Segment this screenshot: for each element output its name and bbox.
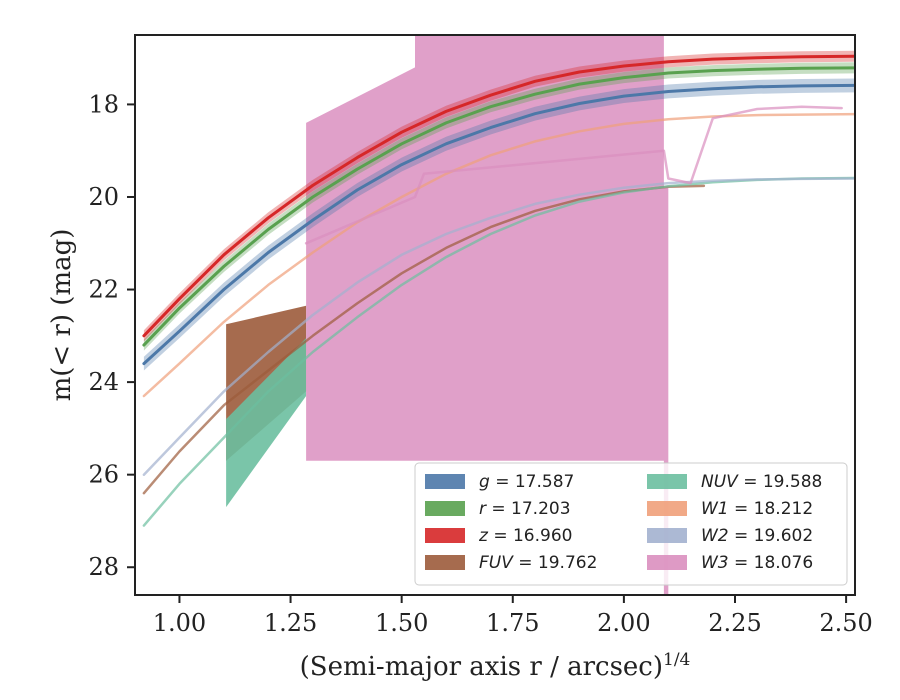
legend-swatch-g-17-587 [425,474,465,489]
legend-label-r-17-203: r = 17.203 [479,499,571,519]
series-line-w2-19-602 [142,177,855,476]
x-axis-label: (Semi-major axis r / arcsec)1/4 [300,650,691,682]
x-tick-label: 1.25 [264,609,317,637]
band-nuv-19-588 [226,338,307,508]
band-w3-18-076 [306,35,669,595]
y-tick-label: 22 [88,276,119,304]
legend-swatch-z-16-960 [425,528,465,543]
x-tick-label: 2.25 [708,609,761,637]
series-line-g-17-587 [142,83,855,366]
series-line-r-17-203 [142,66,855,347]
x-tick-label: 2.00 [597,609,650,637]
y-tick-label: 26 [88,461,119,489]
x-axis-label-text: (Semi-major axis r / arcsec) [300,652,663,682]
y-tick-label: 20 [88,183,119,211]
x-tick-label: 1.00 [153,609,206,637]
legend-box [414,462,848,586]
legend-label-nuv-19-588: NUV = 19.588 [701,472,822,492]
legend: g = 17.587 r = 17.203 z = 16.960 FUV = 19.7… [414,462,848,586]
legend-swatch-w1-18-212 [647,501,687,516]
series-line-z-16-960 [142,54,855,338]
series-line-w3-18-076 [304,105,843,245]
x-tick-label: 2.50 [819,609,872,637]
legend-swatch-w3-18-076 [647,555,687,570]
legend-label-w2-19-602: W2 = 19.602 [701,526,813,546]
x-tick-label: 1.50 [375,609,428,637]
y-axis-label: m(< r) (mag) [47,229,77,402]
y-tick-label: 18 [88,90,119,118]
plot-frame [134,34,856,596]
legend-label-w3-18-076: W3 = 18.076 [701,553,813,573]
x-tick-label: 1.75 [486,609,539,637]
legend-swatch-r-17-203 [425,501,465,516]
legend-swatch-fuv-19-762 [425,555,465,570]
x-axis-label-exponent: 1/4 [663,650,690,670]
legend-swatch-w2-19-602 [647,528,687,543]
y-tick-label: 24 [88,368,119,396]
legend-swatch-nuv-19-588 [647,474,687,489]
legend-label-g-17-587: g = 17.587 [479,472,574,492]
legend-label-w1-18-212: W1 = 18.212 [701,499,813,519]
legend-label-fuv-19-762: FUV = 19.762 [479,553,597,573]
legend-label-z-16-960: z = 16.960 [478,526,572,546]
y-tick-label: 28 [88,553,119,581]
